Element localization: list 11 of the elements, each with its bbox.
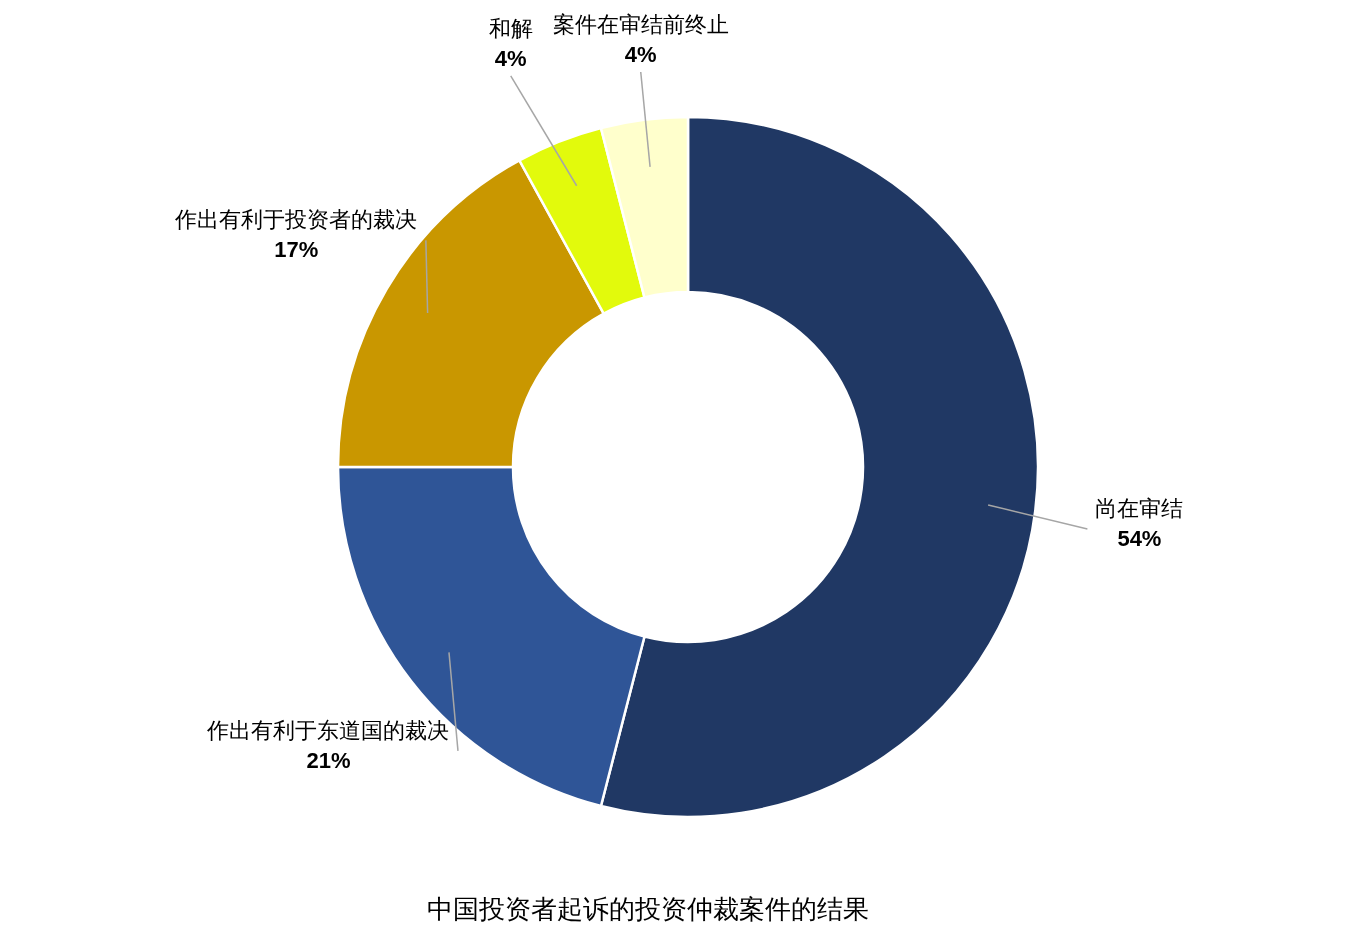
- data-label: 21%: [306, 747, 351, 773]
- slice-label: 作出有利于投资者的裁决: [174, 207, 418, 233]
- data-label: 54%: [1117, 526, 1162, 552]
- slice-label: 案件在审结前终止: [552, 12, 729, 37]
- data-label: 4%: [624, 42, 657, 67]
- slice-label: 尚在审结: [1095, 496, 1184, 522]
- data-label: 17%: [274, 237, 319, 263]
- slice-label: 和解: [488, 15, 533, 41]
- slice-label: 作出有利于东道国的裁决: [206, 717, 450, 743]
- text: 中国投资者起诉的投资仲裁案件的结果: [427, 894, 869, 924]
- data-label: 4%: [494, 45, 527, 71]
